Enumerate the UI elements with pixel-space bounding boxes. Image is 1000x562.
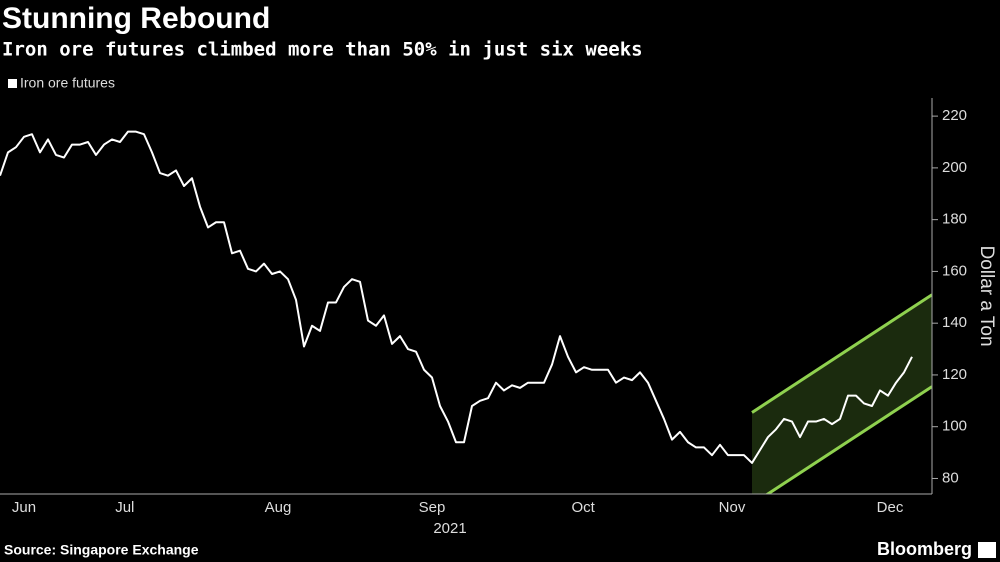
x-tick-label: Aug — [265, 499, 292, 516]
channel-line — [751, 293, 932, 414]
x-tick-label: Nov — [719, 499, 746, 516]
y-tick-label: 220 — [942, 107, 967, 124]
y-tick-label: 80 — [942, 469, 959, 486]
y-tick-label: 200 — [942, 159, 967, 176]
legend-label: Iron ore futures — [20, 75, 115, 91]
x-tick-label: Jul — [115, 499, 134, 516]
brand: Bloomberg — [877, 539, 972, 559]
source: Source: Singapore Exchange — [4, 542, 199, 558]
x-tick-label: Jun — [12, 499, 36, 516]
series-line — [0, 130, 913, 464]
x-tick-label: Sep — [419, 499, 446, 516]
chart-title: Stunning Rebound — [2, 2, 270, 35]
chart-subtitle: Iron ore futures climbed more than 50% i… — [2, 39, 643, 61]
channel-line — [765, 385, 932, 494]
y-tick-label: 120 — [942, 366, 967, 383]
x-tick-label: Oct — [572, 499, 596, 516]
x-axis-label: 2021 — [433, 520, 466, 537]
y-axis-label: Dollar a Ton — [976, 245, 997, 346]
y-tick-label: 140 — [942, 314, 967, 331]
y-tick-label: 180 — [942, 211, 967, 228]
legend-swatch — [8, 79, 17, 88]
brand-icon — [978, 542, 996, 558]
y-tick-label: 100 — [942, 418, 967, 435]
x-tick-label: Dec — [877, 499, 904, 516]
channel-fill — [752, 294, 932, 494]
y-tick-label: 160 — [942, 262, 967, 279]
